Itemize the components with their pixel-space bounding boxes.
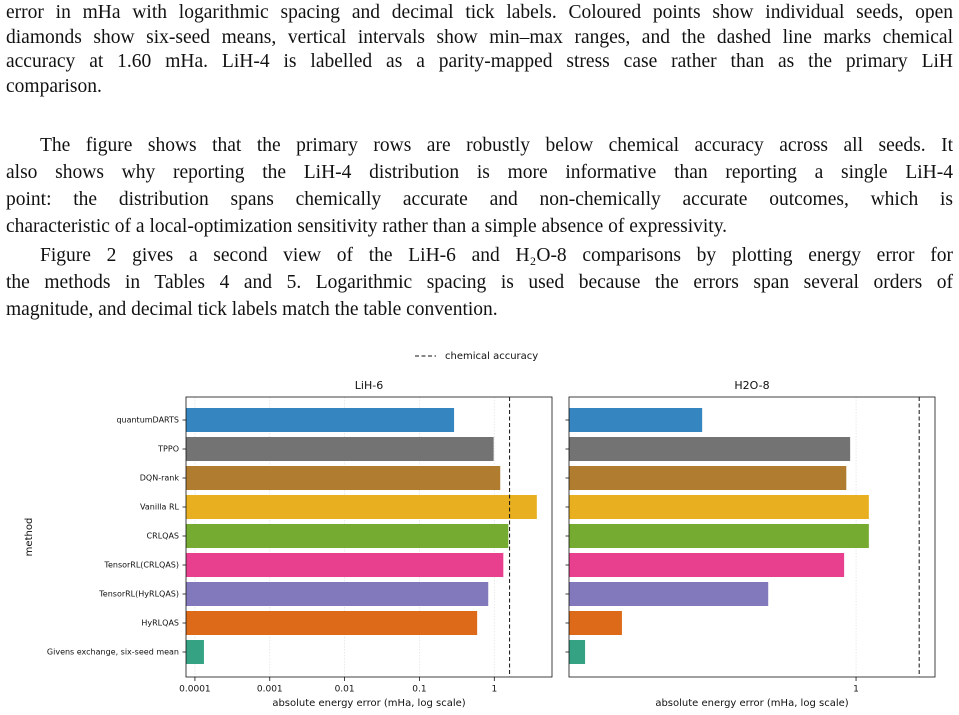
x-tick-label: 1 — [853, 685, 859, 695]
y-tick-label: TensorRL(HyRLQAS) — [98, 590, 179, 599]
text-line: error in mHa with logarithmic spacing an… — [6, 2, 953, 23]
bar — [569, 640, 586, 664]
plot-frame — [568, 396, 936, 678]
text-line: The figure shows that the primary rows a… — [40, 135, 953, 156]
bar — [569, 408, 703, 432]
y-tick-label: DQN-rank — [140, 474, 180, 483]
bar — [186, 640, 204, 664]
bar — [569, 466, 847, 490]
y-tick-label: Vanilla RL — [140, 503, 179, 512]
y-tick-label: TPPO — [157, 445, 179, 454]
document: error in mHa with logarithmic spacing an… — [6, 1, 953, 331]
text-line: magnitude, and decimal tick labels match… — [6, 299, 498, 320]
text-line: also shows why reporting the LiH-4 distr… — [6, 162, 953, 183]
bar — [569, 553, 845, 577]
text-line: Figure 2 gives a second view of the LiH-… — [40, 245, 953, 266]
y-axis-label: method — [24, 518, 35, 557]
bar — [186, 611, 478, 635]
paragraph: error in mHa with logarithmic spacing an… — [6, 1, 953, 99]
legend-label: chemical accuracy — [445, 351, 538, 362]
bar — [186, 582, 489, 606]
panel-title: LiH-6 — [355, 379, 383, 392]
text-line: characteristic of a local-optimization s… — [6, 216, 728, 237]
bar — [569, 524, 869, 548]
text-line: comparison. — [6, 75, 102, 97]
plot-frame — [185, 396, 553, 678]
bar — [186, 553, 504, 577]
bar — [186, 466, 501, 490]
y-tick-label: HyRLQAS — [141, 619, 179, 628]
x-tick-label: 0.001 — [257, 685, 283, 695]
x-tick-label: 0.0001 — [179, 685, 211, 695]
bar — [569, 611, 622, 635]
y-tick-label: TensorRL(CRLQAS) — [103, 561, 179, 570]
text-line: accuracy at 1.60 mHa. LiH-4 is labelled … — [6, 51, 953, 72]
bar — [569, 495, 869, 519]
bar — [569, 437, 851, 461]
bar — [186, 437, 494, 461]
x-axis-label: absolute energy error (mHa, log scale) — [272, 698, 465, 709]
x-tick-label: 0.01 — [335, 685, 355, 695]
paragraph: Figure 2 gives a second view of the LiH-… — [6, 242, 953, 323]
y-tick-label: quantumDARTS — [116, 416, 179, 425]
text-line: the methods in Tables 4 and 5. Logarithm… — [6, 272, 953, 293]
text-line: diamonds show six-seed means, vertical i… — [6, 26, 953, 48]
y-tick-label: Givens exchange, six-seed mean — [47, 648, 179, 657]
legend: chemical accuracy — [415, 351, 538, 362]
x-tick-label: 1 — [491, 685, 497, 695]
x-axis-label: absolute energy error (mHa, log scale) — [655, 698, 848, 709]
bar — [186, 524, 509, 548]
bar — [186, 408, 455, 432]
panel-title: H2O-8 — [734, 379, 769, 392]
paragraph: The figure shows that the primary rows a… — [6, 132, 953, 240]
bar — [569, 582, 769, 606]
x-tick-label: 0.1 — [412, 685, 426, 695]
text-line: point: the distribution spans chemically… — [6, 189, 953, 210]
y-tick-label: CRLQAS — [147, 532, 179, 541]
bar — [186, 495, 537, 519]
